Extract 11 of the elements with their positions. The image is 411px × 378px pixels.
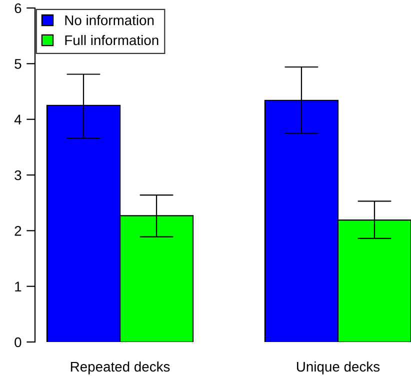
y-tick-label: 5 [14, 59, 22, 69]
y-tick-label: 3 [14, 170, 22, 180]
y-tick-label: 2 [14, 226, 22, 236]
y-tick-label: 1 [15, 282, 22, 292]
x-tick-label: Repeated decks [70, 361, 170, 374]
x-tick-label: Unique decks [296, 361, 380, 374]
legend-label: No information [65, 15, 154, 26]
y-tick-label: 6 [14, 3, 22, 14]
legend-label: Full information [65, 34, 158, 46]
y-tick-label: 0 [14, 337, 22, 348]
y-tick-label: 4 [14, 114, 22, 124]
